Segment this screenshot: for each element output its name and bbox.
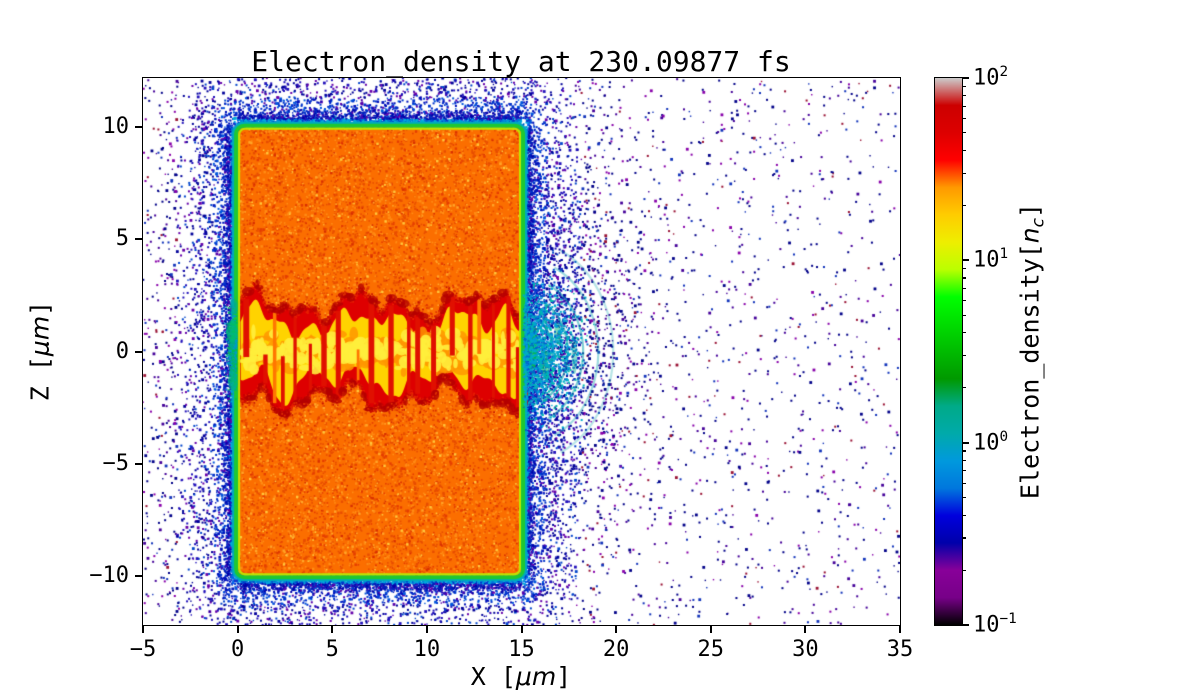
colorbar-gradient (934, 77, 962, 625)
colorbar-label-symbol: n (1015, 227, 1045, 244)
colorbar-minor-tick (962, 268, 966, 270)
y-tick (135, 462, 143, 465)
x-tick-label: 10 (413, 637, 441, 662)
x-axis-label-math: μm (515, 662, 557, 691)
colorbar-minor-tick (962, 496, 966, 499)
x-tick-label: 15 (508, 637, 535, 662)
colorbar-minor-tick (962, 117, 966, 120)
x-axis-label: X [μm] (471, 662, 571, 691)
y-tick-label: −5 (102, 450, 130, 476)
colorbar-tick-label: 101 (973, 246, 1009, 273)
colorbar-minor-tick (962, 470, 966, 472)
y-tick (135, 126, 143, 129)
colorbar-minor-tick (962, 287, 966, 290)
y-axis-label-suffix: ] (25, 300, 55, 316)
colorbar-minor-tick (962, 355, 966, 357)
colorbar-minor-tick (962, 204, 966, 207)
x-tick (142, 625, 144, 633)
colorbar-label-suffix: ] (1015, 202, 1045, 218)
x-tick (709, 625, 712, 633)
colorbar-tick (962, 441, 969, 444)
colorbar-minor-tick (962, 482, 966, 484)
colorbar-tick-label: 102 (973, 64, 1009, 91)
colorbar-tick (962, 624, 969, 626)
y-tick-label: 5 (115, 226, 129, 252)
colorbar-minor-tick (962, 85, 966, 87)
colorbar-minor-tick (962, 105, 966, 107)
colorbar-label: Electron_density[nc] (1016, 203, 1049, 499)
x-axis-label-prefix: X [ (470, 662, 516, 691)
colorbar-minor-tick (962, 132, 966, 134)
colorbar-tick (962, 259, 969, 262)
colorbar-tick-label: 100 (973, 428, 1009, 455)
x-tick (615, 625, 618, 633)
plot-area (141, 76, 901, 626)
x-tick-label: −5 (129, 637, 157, 662)
y-tick (135, 574, 143, 577)
y-tick (135, 238, 143, 241)
chart-title: Electron_density at 230.09877 fs (251, 45, 791, 78)
x-tick (236, 625, 239, 633)
colorbar-label-prefix: Electron_density[ (1015, 243, 1045, 500)
x-tick (425, 625, 428, 633)
colorbar-tick (962, 77, 969, 79)
x-tick (331, 625, 334, 633)
x-tick (520, 625, 523, 633)
colorbar-minor-tick (962, 314, 966, 316)
colorbar-minor-tick (962, 459, 966, 461)
x-tick-label: 0 (231, 637, 245, 662)
colorbar-minor-tick (962, 277, 966, 279)
colorbar-minor-tick (962, 569, 966, 571)
x-tick-label: 25 (697, 637, 725, 662)
colorbar-minor-tick (962, 514, 966, 516)
colorbar (933, 76, 963, 626)
y-tick-label: 0 (115, 338, 129, 364)
x-tick-label: 35 (886, 637, 914, 662)
colorbar-minor-tick (962, 387, 966, 389)
colorbar-minor-tick (962, 332, 966, 334)
colorbar-minor-tick (962, 300, 966, 302)
x-tick-label: 30 (792, 637, 819, 662)
colorbar-minor-tick (962, 149, 966, 152)
x-tick (804, 625, 807, 633)
heatmap-canvas (142, 77, 900, 625)
colorbar-minor-tick (962, 95, 966, 97)
x-tick (899, 625, 901, 633)
x-tick-label: 5 (325, 637, 339, 662)
colorbar-minor-tick (962, 172, 966, 174)
x-tick-label: 20 (602, 637, 630, 662)
colorbar-minor-tick (962, 537, 966, 539)
colorbar-label-subscript: c (1028, 217, 1049, 228)
colorbar-minor-tick (962, 450, 966, 452)
x-axis-label-suffix: ] (556, 662, 572, 691)
y-tick-label: −10 (89, 562, 129, 588)
y-tick-label: 10 (102, 114, 130, 140)
y-tick (135, 350, 143, 353)
colorbar-tick-label: 10−1 (973, 611, 1017, 638)
